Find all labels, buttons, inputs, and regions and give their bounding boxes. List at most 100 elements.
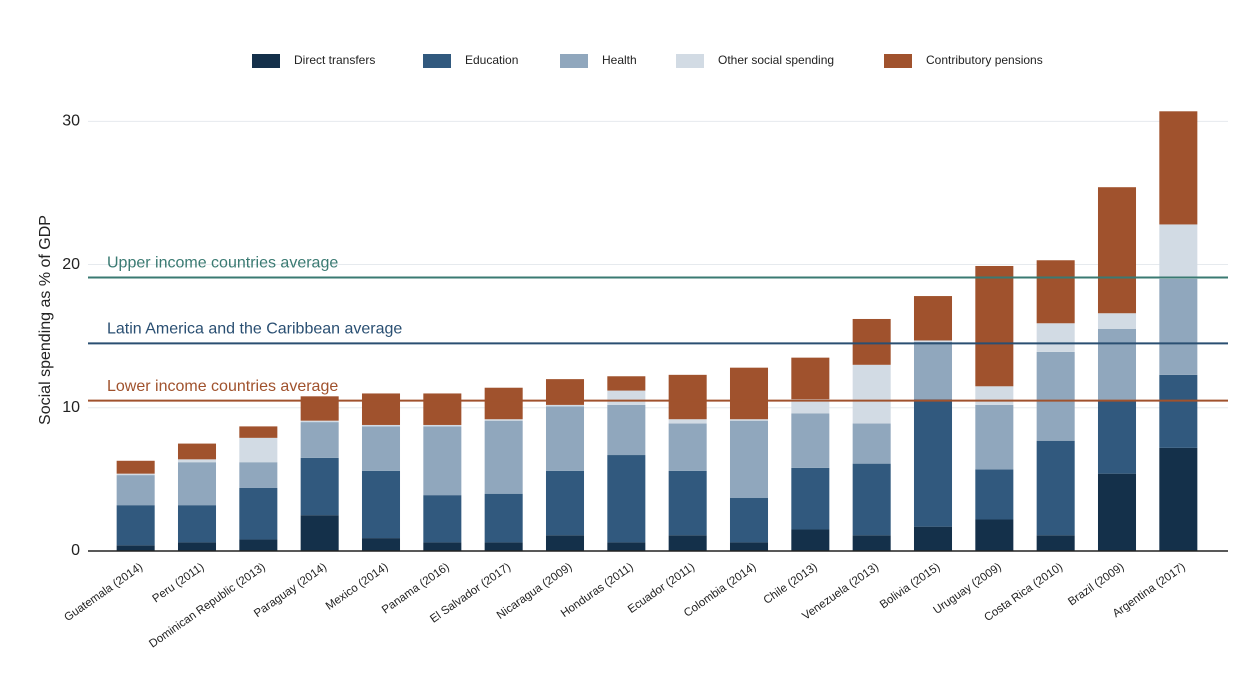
bar-segment <box>729 498 769 543</box>
bar-segment <box>239 437 278 463</box>
bar-segment <box>1159 447 1198 551</box>
bar-segment <box>607 455 646 543</box>
bar-segment <box>913 399 953 527</box>
bar-segment <box>1159 278 1198 375</box>
bar-segment <box>729 542 769 551</box>
reference-label: Lower income countries average <box>107 378 338 395</box>
bar-segment <box>913 341 953 400</box>
bar-segment <box>423 542 462 551</box>
bar-segment <box>791 467 830 530</box>
bar-segment <box>484 542 523 551</box>
bar-segment <box>975 265 1014 387</box>
x-tick-label: Brazil (2009) <box>1066 561 1126 608</box>
y-tick-label: 0 <box>71 542 80 559</box>
bar-segment <box>116 545 155 551</box>
bar-segment <box>607 542 646 551</box>
bar-segment <box>852 423 891 464</box>
bar-segment <box>1097 400 1137 474</box>
reference-label: Latin America and the Caribbean average <box>107 321 402 338</box>
bar-segment <box>668 374 707 420</box>
bar-segment <box>975 519 1014 551</box>
bar-segment <box>361 538 401 551</box>
bar-segment <box>729 420 769 499</box>
reference-label: Upper income countries average <box>107 255 338 272</box>
bar-segment <box>607 404 646 456</box>
bar-segment <box>791 413 830 468</box>
bar-segment <box>913 296 953 341</box>
bar-segment <box>913 526 953 551</box>
legend-label: Contributory pensions <box>926 53 1043 67</box>
bar-segment <box>975 404 1014 470</box>
legend-label: Direct transfers <box>294 53 375 67</box>
bar-segment <box>484 493 523 543</box>
bar-segment <box>607 390 646 405</box>
bar-segment <box>1097 473 1137 551</box>
bar-segment <box>239 539 278 551</box>
bar-segment <box>1036 351 1075 441</box>
bar-segment <box>239 462 278 488</box>
x-tick-label: Peru (2011) <box>151 561 207 605</box>
bar-segment <box>361 426 401 471</box>
bar-segment <box>1036 440 1075 536</box>
bar-segment <box>300 457 339 516</box>
bar-segment <box>361 393 401 425</box>
bar-segment <box>1159 224 1198 279</box>
bar-segment <box>116 475 155 506</box>
bar-segment <box>545 404 585 407</box>
bar-segment <box>668 423 707 471</box>
bar-segment <box>852 535 891 551</box>
bar-segment <box>1097 313 1137 329</box>
y-axis-title: Social spending as % of GDP <box>37 215 54 425</box>
bar-segment <box>668 419 707 424</box>
y-tick-label: 10 <box>62 399 80 416</box>
bar-segment <box>852 318 891 365</box>
bar-segment <box>177 505 217 543</box>
legend-swatch <box>676 54 704 68</box>
x-tick-label: Bolivia (2015) <box>878 561 943 611</box>
x-tick-label: Guatemala (2014) <box>62 561 145 624</box>
bar-segment <box>177 443 217 460</box>
bar-segment <box>1097 187 1137 314</box>
bar-segment <box>791 357 830 400</box>
bar-segment <box>423 495 462 543</box>
bar-segment <box>484 419 523 421</box>
bar-segment <box>975 386 1014 405</box>
bar-segment <box>361 470 401 539</box>
bar-segment <box>913 340 953 342</box>
bar-segment <box>545 406 585 471</box>
bar-segment <box>423 424 462 427</box>
bar-segment <box>852 364 891 424</box>
bar-segment <box>729 419 769 421</box>
bar-segment <box>300 515 339 551</box>
legend-label: Education <box>465 53 518 67</box>
bar-segment <box>729 367 769 420</box>
bar-segment <box>484 420 523 494</box>
x-tick-label: Chile (2013) <box>762 561 820 607</box>
bar-segment <box>791 529 830 551</box>
bar-segment <box>239 426 278 438</box>
bar-segment <box>1036 260 1075 324</box>
bar-segment <box>1036 323 1075 352</box>
bar-segment <box>361 424 401 427</box>
bar-segment <box>116 473 155 476</box>
bar-segment <box>177 459 217 463</box>
bar-segment <box>545 470 585 536</box>
bar-segment <box>423 426 462 496</box>
legend-swatch <box>884 54 912 68</box>
bar-segment <box>1097 329 1137 401</box>
y-tick-label: 30 <box>62 113 80 130</box>
x-tick-label: Dominican Republic (2013) <box>147 561 268 650</box>
bar-segment <box>177 542 217 551</box>
bar-segment <box>1159 374 1198 448</box>
bar-segment <box>177 462 217 506</box>
bar-segment <box>423 393 462 425</box>
bar-segment <box>607 376 646 391</box>
bar-segment <box>239 487 278 540</box>
legend-swatch <box>252 54 280 68</box>
bar-segment <box>852 463 891 536</box>
bar-segment <box>791 399 830 414</box>
legend-label: Health <box>602 53 637 67</box>
bar-segment <box>116 460 155 474</box>
legend-swatch <box>423 54 451 68</box>
bar-segment <box>668 470 707 536</box>
